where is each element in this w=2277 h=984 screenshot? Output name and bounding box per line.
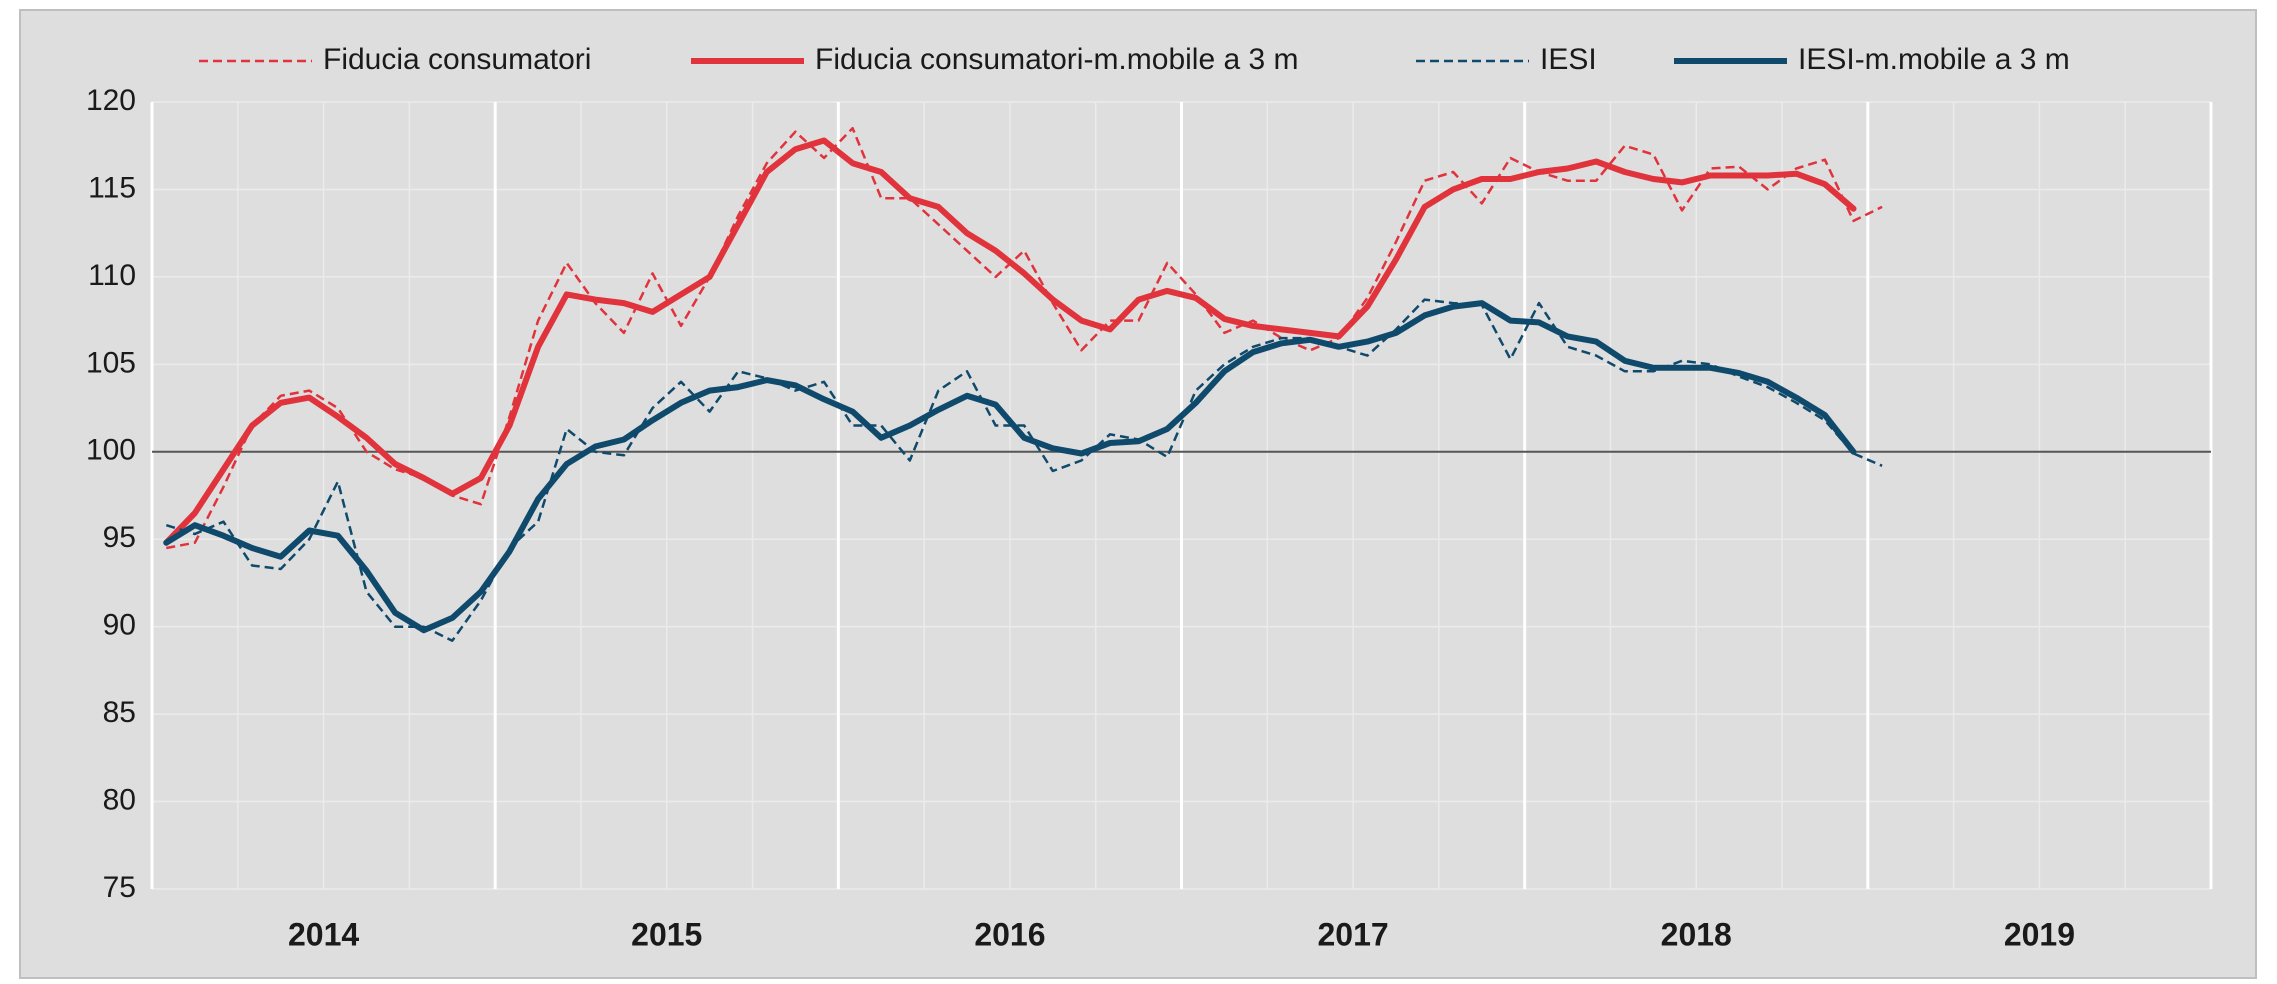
legend-label: IESI-m.mobile a 3 m	[1798, 43, 2070, 76]
y-tick-label: 75	[103, 871, 136, 904]
x-tick-label: 2014	[288, 916, 359, 952]
y-tick-label: 105	[86, 346, 136, 379]
legend-label: IESI	[1540, 43, 1597, 76]
y-tick-label: 90	[103, 609, 136, 642]
y-tick-label: 100	[86, 434, 136, 467]
series-line	[163, 300, 1857, 634]
series-line	[165, 298, 1883, 642]
y-tick-label: 110	[88, 259, 136, 292]
x-tick-label: 2017	[1317, 916, 1388, 952]
legend-label: Fiducia consumatori	[323, 43, 591, 76]
x-tick-label: 2019	[2004, 916, 2075, 952]
legend-label: Fiducia consumatori-m.mobile a 3 m	[815, 43, 1299, 76]
x-tick-label: 2015	[631, 916, 702, 952]
y-tick-label: 120	[86, 84, 136, 117]
y-tick-label: 80	[103, 783, 136, 816]
x-tick-label: 2016	[974, 916, 1045, 952]
chart-background	[19, 9, 2257, 979]
y-tick-label: 115	[88, 171, 136, 204]
x-tick-label: 2018	[1661, 916, 1732, 952]
series-line	[163, 137, 1857, 546]
y-tick-label: 85	[103, 696, 136, 729]
y-tick-label: 95	[103, 521, 136, 554]
